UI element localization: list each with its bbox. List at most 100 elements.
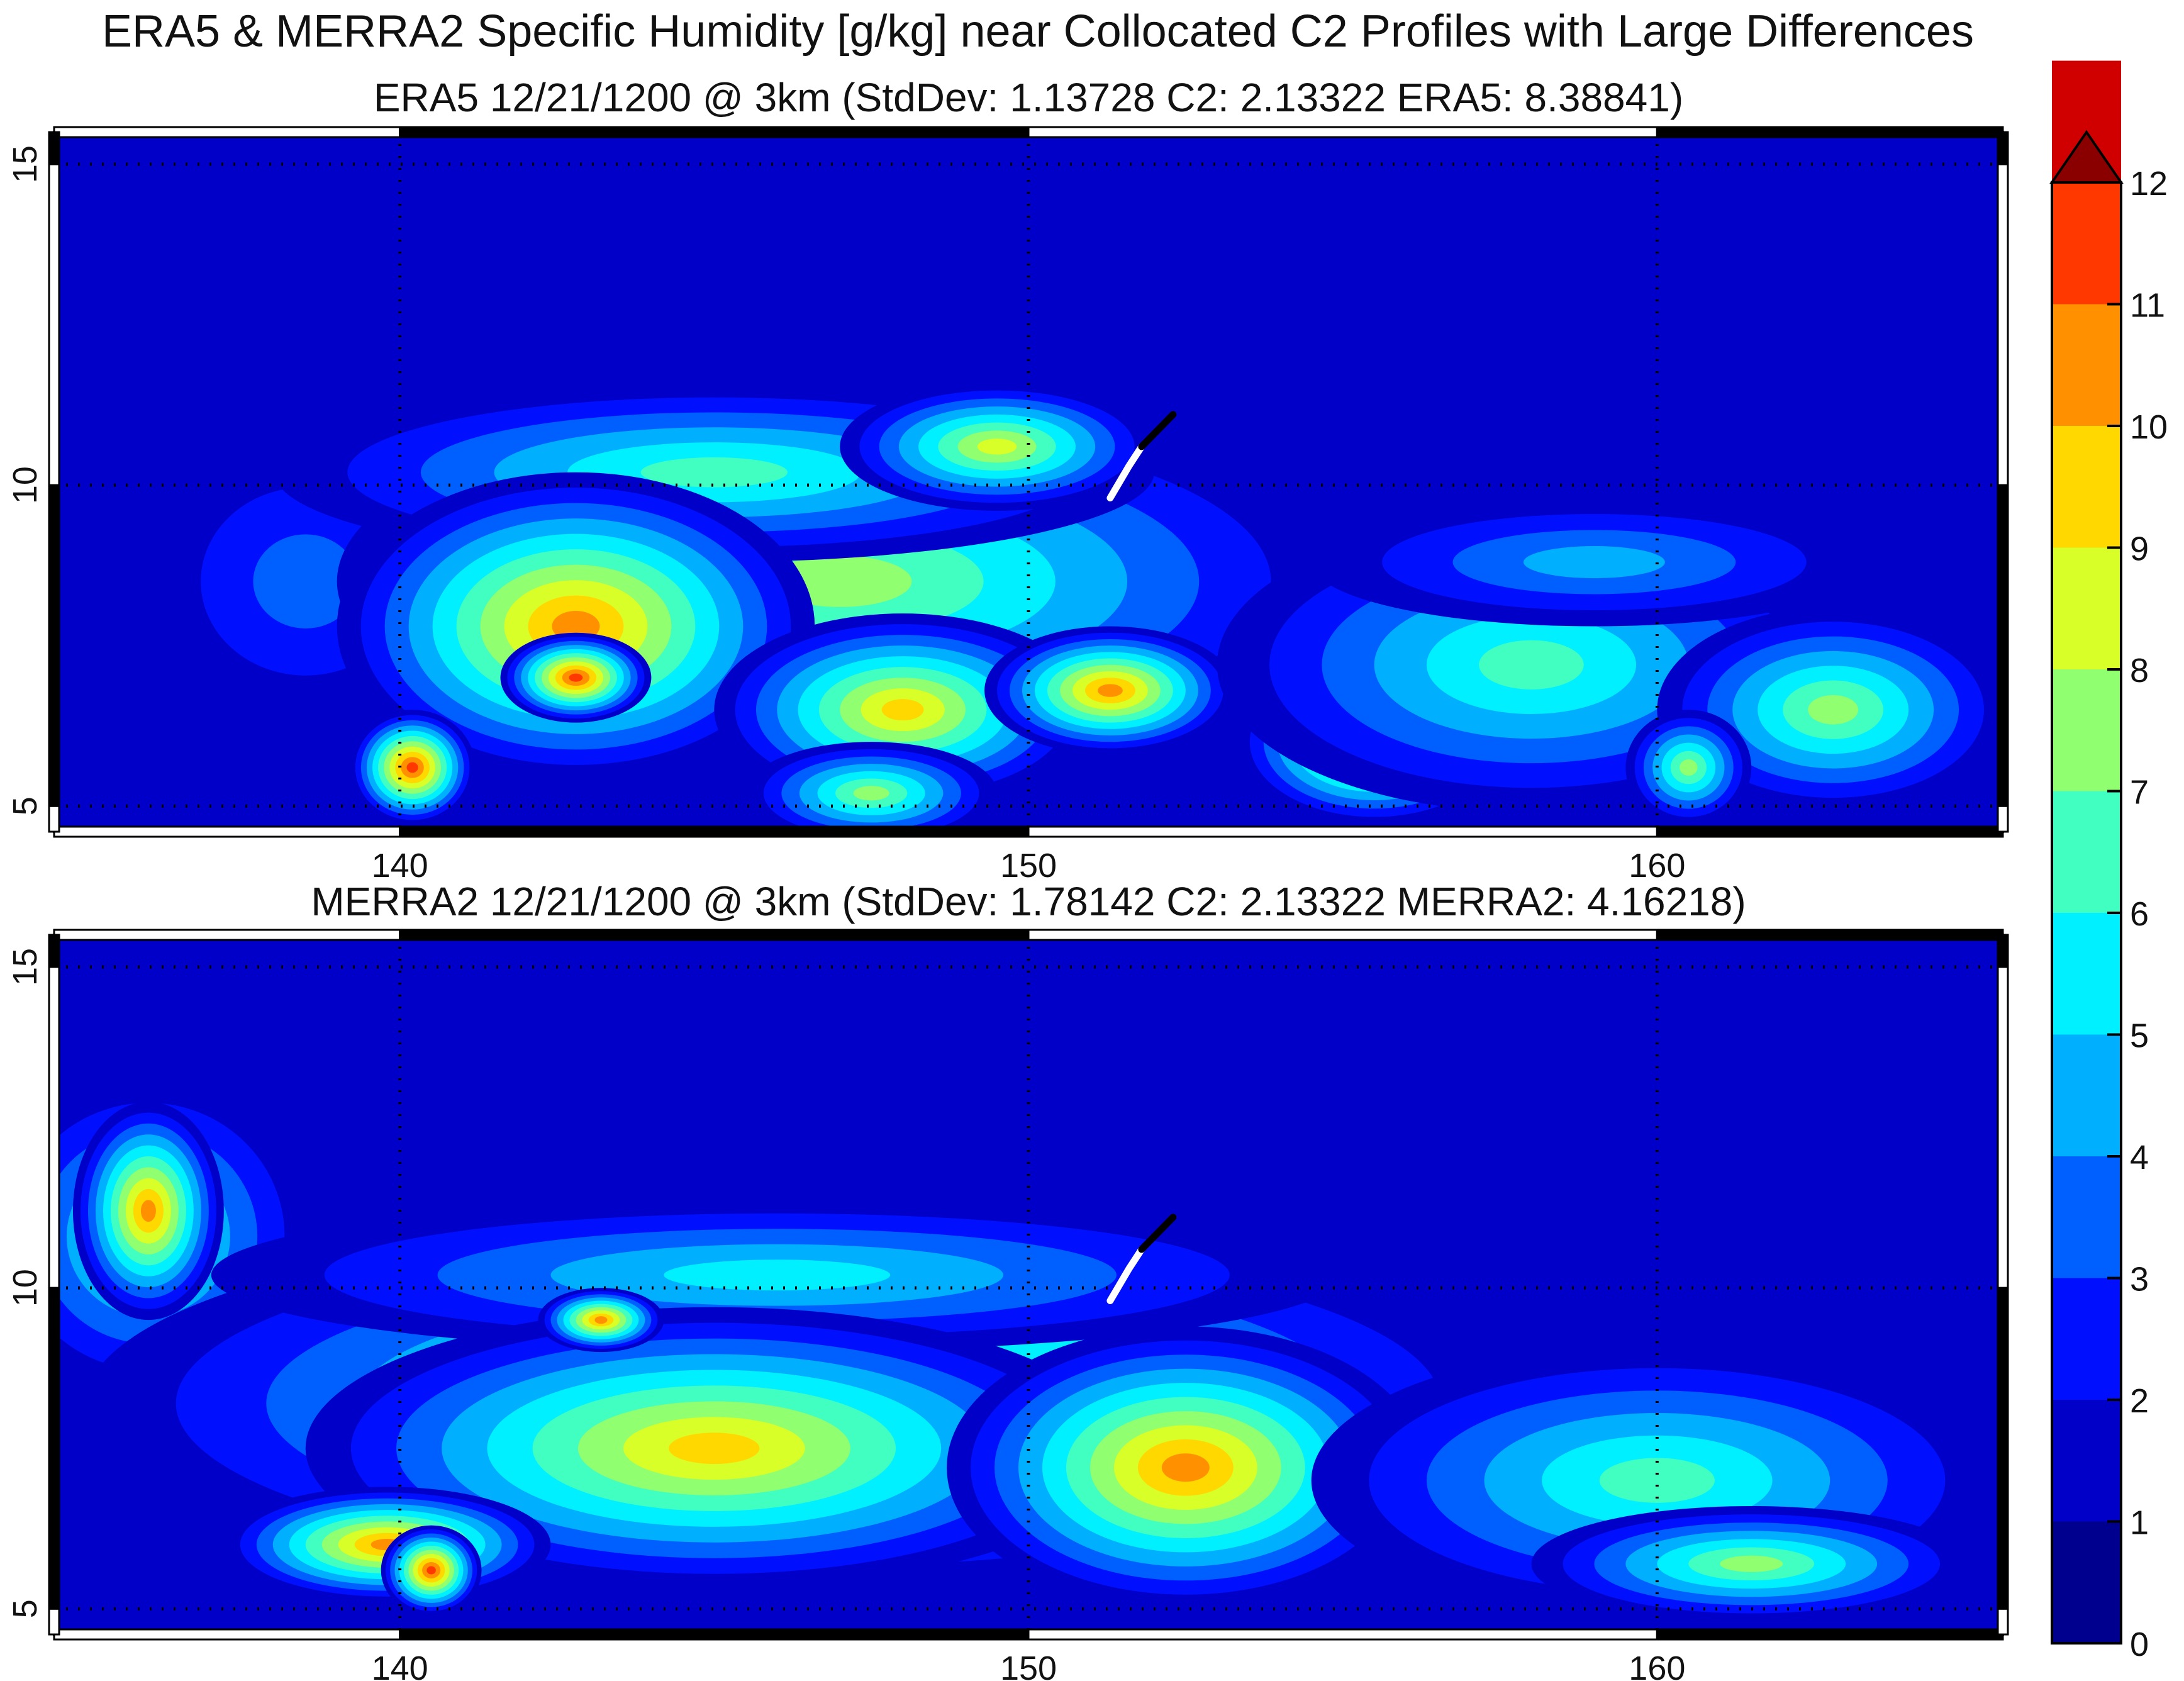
colorbar-tick-label: 0 xyxy=(2130,1626,2149,1663)
colorbar-tick-label: 7 xyxy=(2130,774,2149,812)
colorbar-band xyxy=(2052,304,2121,426)
contour-band xyxy=(977,438,1017,455)
humidity-feature xyxy=(1625,710,1752,825)
colorbar-tick-label: 3 xyxy=(2130,1261,2149,1298)
colorbar-tick-label: 4 xyxy=(2130,1139,2149,1176)
frame-segment xyxy=(53,126,401,138)
contour-band xyxy=(1097,684,1123,697)
colorbar-band xyxy=(2052,791,2121,913)
contour-band xyxy=(664,1259,891,1291)
c2-profile-track-lower xyxy=(1106,443,1145,502)
c2-profile-track-upper xyxy=(1138,1214,1177,1253)
panel-subtitle-merra2: MERRA2 12/21/1200 @ 3km (StdDev: 1.78142… xyxy=(311,879,1746,924)
humidity-feature xyxy=(349,710,476,825)
merra2-map-panel: 140 150 160 5 10 15 xyxy=(6,929,2009,1681)
frame-segment xyxy=(48,131,60,165)
colorbar-tick-label: 9 xyxy=(2130,530,2149,568)
contour-band xyxy=(1523,546,1665,579)
humidity-feature xyxy=(745,742,997,832)
humidity-field xyxy=(54,132,2003,832)
contour-band xyxy=(569,673,583,682)
frame-segment xyxy=(48,1607,60,1636)
frame-segment xyxy=(48,805,60,833)
frame-segment xyxy=(399,126,1030,138)
colorbar-band xyxy=(2052,1400,2121,1522)
contour-band xyxy=(1599,1458,1715,1503)
humidity-feature xyxy=(1531,1505,1972,1622)
colorbar-tick-label: 5 xyxy=(2130,1017,2149,1055)
contour-band xyxy=(1720,1555,1783,1572)
x-tick-label: 150 xyxy=(1000,1650,1057,1681)
frame-segment xyxy=(1997,484,2009,807)
contour-band xyxy=(1161,1453,1210,1482)
frame-segment xyxy=(1997,1607,2009,1636)
colorbar-tick-label: 12 xyxy=(2130,165,2168,203)
frame-segment xyxy=(53,1628,401,1641)
colorbar-band xyxy=(2052,1278,2121,1400)
contour-band xyxy=(594,1316,608,1324)
frame-segment xyxy=(399,929,1030,941)
colorbar-tick-label: 1 xyxy=(2130,1504,2149,1542)
frame-segment xyxy=(1656,929,2004,941)
humidity-feature xyxy=(72,1102,224,1321)
frame-segment xyxy=(48,163,60,486)
frame-segment xyxy=(1656,126,2004,138)
frame-segment xyxy=(399,825,1030,838)
c2-profile-track-upper xyxy=(1138,411,1177,450)
frame-segment xyxy=(1027,126,1658,138)
humidity-feature xyxy=(1311,1345,2003,1616)
colorbar-tick-label: 10 xyxy=(2130,408,2168,446)
x-tick-label: 140 xyxy=(372,847,428,885)
y-tick-label: 15 xyxy=(6,948,44,986)
colorbar-band xyxy=(2052,1156,2121,1278)
frame-segment xyxy=(1997,805,2009,833)
c2-profile-track-lower xyxy=(1106,1246,1145,1305)
contour-band xyxy=(426,1566,436,1575)
humidity-feature xyxy=(381,1525,482,1616)
colorbar-tick-label: 2 xyxy=(2130,1382,2149,1420)
contour-band xyxy=(140,1200,156,1222)
colorbar-band xyxy=(2052,547,2121,669)
colorbar-tick-label: 8 xyxy=(2130,652,2149,690)
y-tick-label: 10 xyxy=(6,1269,44,1307)
contour-band xyxy=(406,762,418,773)
contour-band xyxy=(669,1432,760,1465)
panel-subtitle-era5: ERA5 12/21/1200 @ 3km (StdDev: 1.13728 C… xyxy=(373,75,1684,120)
frame-segment xyxy=(48,934,60,968)
x-tick-label: 140 xyxy=(372,1650,428,1681)
humidity-feature xyxy=(1657,606,2003,813)
humidity-feature xyxy=(1311,498,1878,627)
frame-segment xyxy=(1027,825,1658,838)
frame-segment xyxy=(48,484,60,807)
frame-segment xyxy=(53,929,401,941)
frame-segment xyxy=(1656,825,2004,838)
frame-segment xyxy=(1997,966,2009,1289)
humidity-feature xyxy=(840,382,1154,511)
colorbar-band xyxy=(2052,426,2121,548)
humidity-feature xyxy=(500,632,652,723)
colorbar-band xyxy=(2052,1521,2121,1643)
frame-segment xyxy=(53,825,401,838)
colorbar-band xyxy=(2052,1034,2121,1156)
y-tick-label: 5 xyxy=(6,1599,44,1618)
chart-title: ERA5 & MERRA2 Specific Humidity [g/kg] n… xyxy=(102,6,1974,57)
humidity-feature xyxy=(984,626,1236,755)
y-tick-label: 10 xyxy=(6,466,44,504)
frame-segment xyxy=(1997,934,2009,968)
contour-band xyxy=(1808,695,1859,725)
frame-segment xyxy=(48,1287,60,1610)
y-tick-label: 15 xyxy=(6,145,44,183)
contour-band xyxy=(1680,759,1698,776)
frame-segment xyxy=(1027,1628,1658,1641)
frame-segment xyxy=(1997,163,2009,486)
colorbar-band xyxy=(2052,669,2121,791)
era5-map-panel: 140 150 160 5 10 15 xyxy=(6,126,2009,885)
contour-band xyxy=(253,534,359,628)
frame-segment xyxy=(1997,1287,2009,1610)
humidity-field xyxy=(54,935,2003,1634)
colorbar-tick-label: 11 xyxy=(2130,287,2165,325)
frame-segment xyxy=(1656,1628,2004,1641)
x-tick-label: 150 xyxy=(1000,847,1057,885)
